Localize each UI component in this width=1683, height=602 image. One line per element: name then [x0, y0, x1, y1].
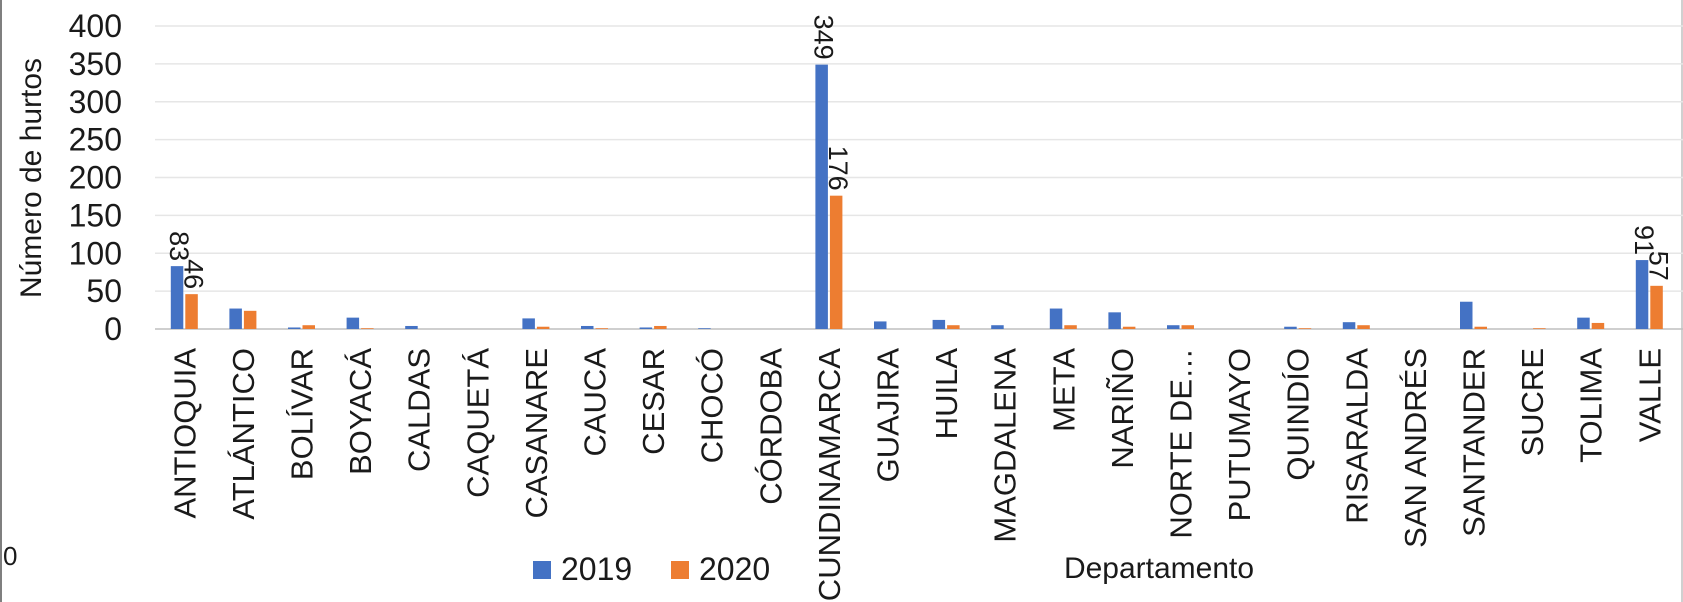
bar-2020-1 — [243, 310, 257, 329]
data-label-2020-11: 176 — [823, 146, 853, 191]
bar-2020-24 — [1591, 322, 1605, 329]
bar-2020-20 — [1357, 325, 1370, 329]
bar-2020-8 — [654, 325, 667, 329]
y-tick-label: 250 — [69, 122, 122, 158]
category-label: META — [1046, 348, 1081, 432]
bar-2020-13 — [947, 325, 960, 329]
bar-2020-6 — [536, 326, 550, 329]
category-label: PUTUMAYO — [1222, 348, 1257, 521]
category-label: GUAJIRA — [871, 348, 906, 483]
category-label: CUNDINAMARCA — [812, 348, 847, 602]
y-tick-label: 300 — [69, 84, 122, 120]
bar-2020-25 — [1650, 285, 1663, 329]
y-tick-label: 350 — [69, 46, 122, 82]
bar-2019-16 — [1108, 312, 1121, 329]
legend-swatch-2019 — [533, 561, 551, 579]
category-label: HUILA — [929, 348, 964, 440]
bar-2019-13 — [932, 319, 946, 329]
bar-2020-22 — [1474, 326, 1487, 329]
category-label: RISARALDA — [1339, 348, 1374, 524]
data-label-2020-0: 46 — [179, 259, 209, 289]
category-label: NARIÑO — [1105, 348, 1140, 469]
data-label-2019-11: 349 — [809, 15, 839, 60]
category-label: SAN ANDRÉS — [1398, 348, 1433, 548]
y-tick-label: 400 — [69, 8, 122, 44]
category-label: TOLIMA — [1574, 348, 1609, 463]
bar-2019-9 — [698, 328, 711, 329]
category-label: CAQUETÁ — [460, 348, 495, 498]
y-tick-label: 0 — [104, 311, 122, 347]
x-axis-title: Departamento — [1064, 552, 1254, 585]
bar-2020-23 — [1533, 328, 1546, 329]
bar-2020-19 — [1298, 328, 1312, 329]
y-axis-title: Número de hurtos — [15, 58, 48, 298]
category-label: ATLÁNTICO — [226, 348, 261, 520]
y-tick-label: 100 — [69, 235, 122, 271]
frame-right-border — [1681, 0, 1683, 602]
bar-2019-19 — [1284, 326, 1297, 329]
bar-2020-0 — [185, 294, 198, 329]
legend-label-2020: 2020 — [699, 551, 770, 587]
bar-2019-7 — [581, 325, 594, 329]
legend-label-2019: 2019 — [561, 551, 632, 587]
category-label: VALLE — [1632, 348, 1667, 442]
bar-2019-11 — [815, 64, 828, 329]
bar-2020-7 — [595, 328, 608, 329]
data-label-2019-0: 83 — [164, 231, 194, 261]
category-label: CAUCA — [578, 348, 613, 457]
category-label: ANTIOQUIA — [167, 348, 202, 519]
data-label-2020-25: 57 — [1644, 251, 1674, 281]
category-label: BOLÍVAR — [285, 348, 320, 480]
y-tick-label: 150 — [69, 197, 122, 233]
category-label: NORTE DE… — [1164, 348, 1199, 539]
bar-2019-1 — [229, 308, 242, 329]
bar-2019-8 — [639, 327, 653, 329]
category-label: CASANARE — [519, 348, 554, 519]
bar-2020-17 — [1181, 325, 1194, 329]
bar-2020-3 — [361, 328, 374, 329]
y-tick-label: 200 — [69, 160, 122, 196]
bar-2019-4 — [405, 325, 418, 329]
stray-axis-label: 0 — [3, 541, 17, 571]
bar-2019-24 — [1577, 317, 1590, 329]
category-label: SUCRE — [1515, 348, 1550, 457]
bar-2020-16 — [1122, 326, 1136, 329]
bar-2019-14 — [991, 325, 1004, 329]
bar-2019-6 — [522, 318, 535, 329]
bar-2019-20 — [1342, 322, 1356, 329]
bar-2019-3 — [346, 317, 360, 329]
bar-2019-22 — [1460, 301, 1473, 329]
bar-2019-25 — [1635, 260, 1649, 329]
bar-2019-0 — [170, 266, 184, 329]
category-label: CESAR — [636, 348, 671, 455]
legend-swatch-2020 — [671, 561, 689, 579]
bar-2019-17 — [1167, 325, 1180, 329]
bar-2020-2 — [302, 325, 315, 329]
y-tick-label: 50 — [86, 273, 122, 309]
category-label: BOYACÁ — [343, 348, 378, 475]
data-label-2019-25: 91 — [1629, 225, 1659, 255]
category-label: CHOCÓ — [695, 348, 730, 463]
bar-2019-12 — [874, 321, 887, 329]
category-label: QUINDÍO — [1281, 348, 1316, 481]
category-label: CÓRDOBA — [753, 348, 788, 505]
bar-2020-11 — [829, 195, 843, 329]
category-label: CALDAS — [402, 348, 437, 472]
bar-2020-15 — [1064, 325, 1077, 329]
category-label: MAGDALENA — [988, 348, 1023, 543]
category-label: SANTANDER — [1457, 348, 1492, 537]
bar-2019-15 — [1049, 308, 1063, 329]
frame-left-border — [0, 0, 2, 602]
bar-2019-2 — [288, 327, 301, 329]
